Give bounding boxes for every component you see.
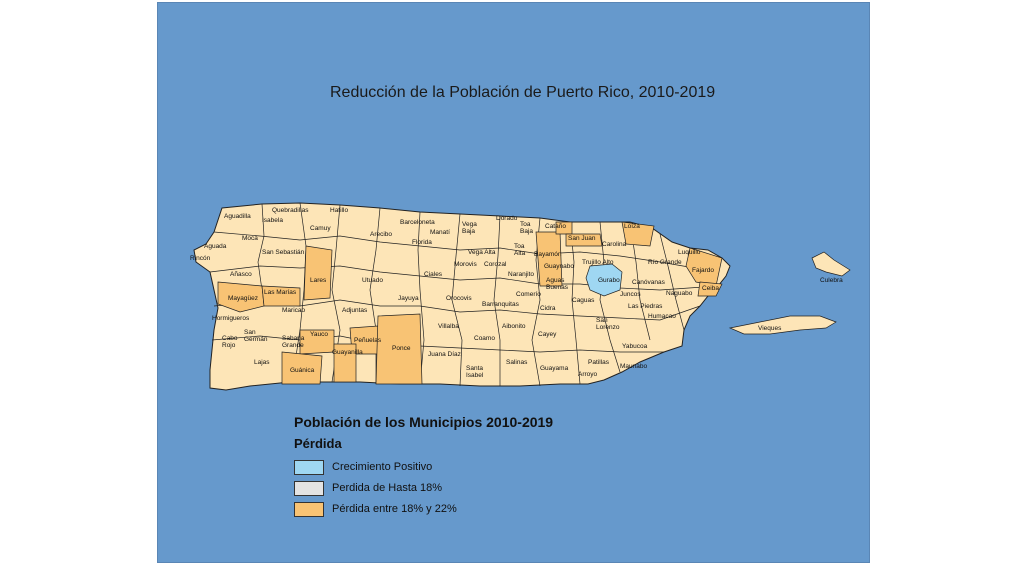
municipality-label: Santa Isabel xyxy=(466,365,484,379)
municipality-label: Sabana Grande xyxy=(282,335,305,349)
legend-item-high-loss: Pérdida entre 18% y 22% xyxy=(294,501,614,517)
municipality-label: Arroyo xyxy=(578,371,598,378)
municipality-label: Jayuya xyxy=(398,295,419,302)
municipality-label: Culebra xyxy=(820,277,843,284)
municipality-label: Guánica xyxy=(290,367,315,374)
municipality-label: Aibonito xyxy=(502,323,526,330)
municipality-label: San Sebastián xyxy=(262,249,305,256)
municipality-label: Añasco xyxy=(230,271,252,278)
municipality-label: Caguas xyxy=(572,297,595,304)
municipality-label: San Juan xyxy=(568,235,596,242)
municipal-boundaries xyxy=(209,202,719,387)
municipality-label: Trujillo Alto xyxy=(582,259,614,266)
municipality-label: Toa Baja xyxy=(520,221,533,235)
municipality-label: Guaynabo xyxy=(544,263,574,270)
municipality-label: Vega Baja xyxy=(462,221,477,235)
municipality-label: Rincón xyxy=(190,255,211,262)
municipality-label: Comerío xyxy=(516,291,541,298)
municipality-label: Loíza xyxy=(624,223,640,230)
legend-swatch-low-loss xyxy=(294,480,324,496)
municipality-label: Salinas xyxy=(506,359,528,366)
legend-item-low-loss: Perdida de Hasta 18% xyxy=(294,480,614,496)
municipality-label: Juncos xyxy=(620,291,641,298)
municipality-label: Canóvanas xyxy=(632,279,666,286)
municipality-label: Fajardo xyxy=(692,267,714,274)
municipality-label: Hormigueros xyxy=(212,315,250,322)
municipality-label: Humacao xyxy=(648,313,676,320)
municipality-label: Río Grande xyxy=(648,259,682,266)
municipality-label: Camuy xyxy=(310,225,331,232)
municipality-label: Maricao xyxy=(282,307,306,314)
municipality-label: San Lorenzo xyxy=(596,317,620,331)
municipality-label: Naguabo xyxy=(666,290,693,297)
municipality-label: Arecibo xyxy=(370,231,392,238)
municipality-label: Lares xyxy=(310,277,327,284)
municipality-label: Corozal xyxy=(484,261,507,268)
municipality-label: Gurabo xyxy=(598,277,620,284)
legend-item-growth: Crecimiento Positivo xyxy=(294,459,614,475)
municipality-label: Carolina xyxy=(602,241,627,248)
municipality-label: Utuado xyxy=(362,277,383,284)
municipality-label: Cidra xyxy=(540,305,556,312)
municipality-label: Maunabo xyxy=(620,363,647,370)
legend-swatch-growth xyxy=(294,459,324,475)
legend-label-high-loss: Pérdida entre 18% y 22% xyxy=(332,503,457,515)
municipality-label: Vega Alta xyxy=(468,249,496,256)
municipality-label: Ciales xyxy=(424,271,443,278)
municipality-label: Naranjito xyxy=(508,271,534,278)
municipality-label: Las Piedras xyxy=(628,303,663,310)
municipality-label: Manatí xyxy=(430,229,450,236)
municipality-label: Dorado xyxy=(496,215,518,222)
municipality-label: Florida xyxy=(412,239,432,246)
municipality-label: Orocovis xyxy=(446,295,472,302)
gurabo-region xyxy=(585,263,623,297)
map-title: Reducción de la Población de Puerto Rico… xyxy=(330,84,716,101)
municipality-label: Peñuelas xyxy=(354,337,382,344)
municipality-label: Aguas Buenas xyxy=(546,277,569,291)
municipality-label: Luquillo xyxy=(678,249,701,256)
municipality-labels: Quebradillas Hatillo Aguadilla Isabela Camuy… xyxy=(190,207,843,379)
legend-swatch-high-loss xyxy=(294,501,324,517)
municipality-label: San Germán xyxy=(244,329,268,343)
vieques-island xyxy=(728,315,837,335)
municipality-label: Morovis xyxy=(454,261,478,268)
legend-label-growth: Crecimiento Positivo xyxy=(332,461,433,473)
legend: Población de los Municipios 2010-2019 Pé… xyxy=(294,414,614,522)
municipality-label: Mayagüez xyxy=(228,295,258,302)
municipality-label: Yauco xyxy=(310,331,328,338)
legend-subtitle: Pérdida xyxy=(294,436,342,451)
culebra-island xyxy=(811,251,851,277)
municipality-label: Yabucoa xyxy=(622,343,648,350)
municipality-label: Ceiba xyxy=(702,285,719,292)
municipality-label: Isabela xyxy=(262,217,283,224)
municipality-label: Vieques xyxy=(758,325,782,332)
municipality-label: Aguadilla xyxy=(224,213,251,220)
municipality-label: Juana Díaz xyxy=(428,351,461,358)
municipality-label: Cataño xyxy=(545,223,566,230)
municipality-label: Guayama xyxy=(540,365,569,372)
municipality-label: Toa Alta xyxy=(514,243,526,257)
municipality-label: Barceloneta xyxy=(400,219,435,226)
municipality-label: Lajas xyxy=(254,359,270,366)
municipality-label: Aguada xyxy=(204,243,227,250)
legend-title: Población de los Municipios 2010-2019 xyxy=(294,414,554,430)
municipality-label: Villalba xyxy=(438,323,459,330)
municipality-label: Ponce xyxy=(392,345,411,352)
municipality-label: Cayey xyxy=(538,331,557,338)
loss-high-regions xyxy=(217,221,723,385)
municipality-label: Coamo xyxy=(474,335,495,342)
municipality-label: Quebradillas xyxy=(272,207,309,214)
municipality-label: Barranquitas xyxy=(482,301,520,308)
municipality-label: Hatillo xyxy=(330,207,348,214)
municipality-label: Bayamón xyxy=(534,251,562,258)
municipality-label: Patillas xyxy=(588,359,610,366)
municipality-label: Las Marías xyxy=(264,289,297,296)
municipality-label: Cabo Rojo xyxy=(222,335,238,349)
municipality-label: Guayanilla xyxy=(332,349,363,356)
municipality-label: Adjuntas xyxy=(342,307,368,314)
municipality-label: Moca xyxy=(242,235,258,242)
legend-label-low-loss: Perdida de Hasta 18% xyxy=(332,482,443,494)
